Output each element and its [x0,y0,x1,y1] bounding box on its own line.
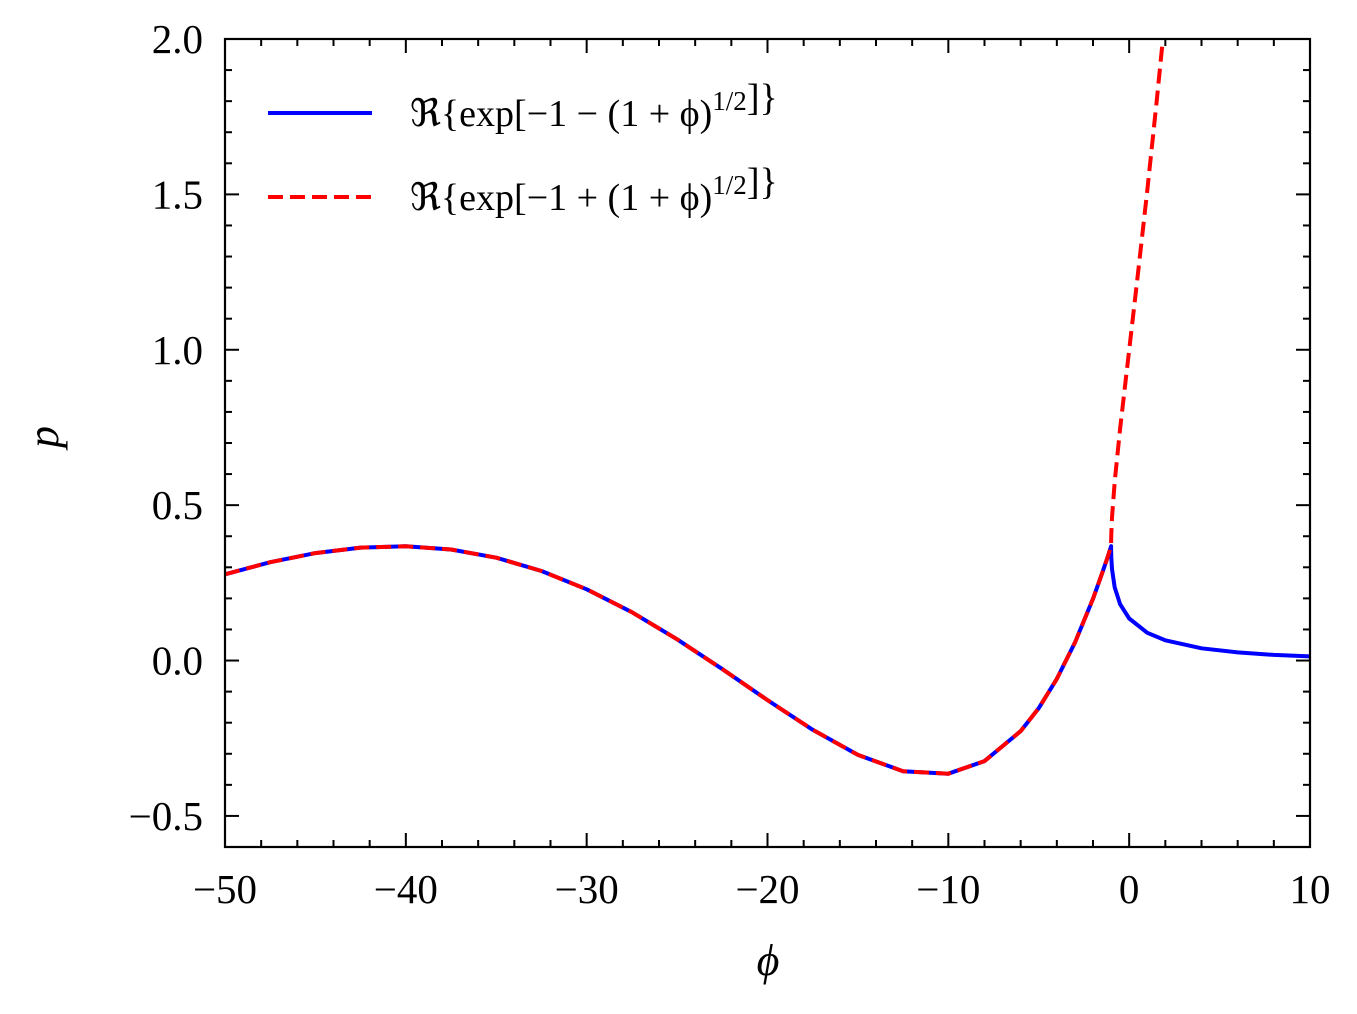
x-tick-label: −40 [374,866,438,912]
legend-text: ℜ{exp[−1 − (1 + ϕ) [410,93,712,135]
x-tick-label: −10 [916,866,980,912]
legend: ℜ{exp[−1 − (1 + ϕ)1/2]}ℜ{exp[−1 + (1 + ϕ… [268,77,778,219]
legend-label-1: ℜ{exp[−1 + (1 + ϕ)1/2]} [410,161,778,219]
y-tick-label: 1.5 [152,171,203,217]
series-line-1 [225,39,1165,776]
x-tick-label: 0 [1119,866,1140,912]
x-axis-label: ϕ [757,936,780,985]
legend-superscript: 1/2 [712,170,747,200]
legend-superscript: 1/2 [712,86,747,116]
ticks [224,38,1311,848]
x-tick-label: −30 [555,866,619,912]
tick-labels: −50 −40 −30 −20 −10 0 10 −0.5 0.0 0.5 1.0 1.5 2.0 [129,16,1331,912]
y-tick-label: −0.5 [129,793,203,839]
series-line-0 [225,544,1310,776]
y-axis-label: p [19,426,68,451]
y-tick-label: 0.5 [152,482,203,528]
series-layer [225,39,1310,776]
x-tick-label: −50 [193,866,257,912]
legend-text: ]} [747,77,778,119]
legend-text: ]} [747,161,778,203]
y-tick-label: 0.0 [152,638,203,684]
y-tick-label: 1.0 [152,327,203,373]
x-tick-label: 10 [1290,866,1331,912]
legend-text: ℜ{exp[−1 + (1 + ϕ) [410,177,712,219]
legend-label-0: ℜ{exp[−1 − (1 + ϕ)1/2]} [410,77,778,135]
x-tick-label: −20 [735,866,799,912]
y-tick-label: 2.0 [152,16,203,62]
